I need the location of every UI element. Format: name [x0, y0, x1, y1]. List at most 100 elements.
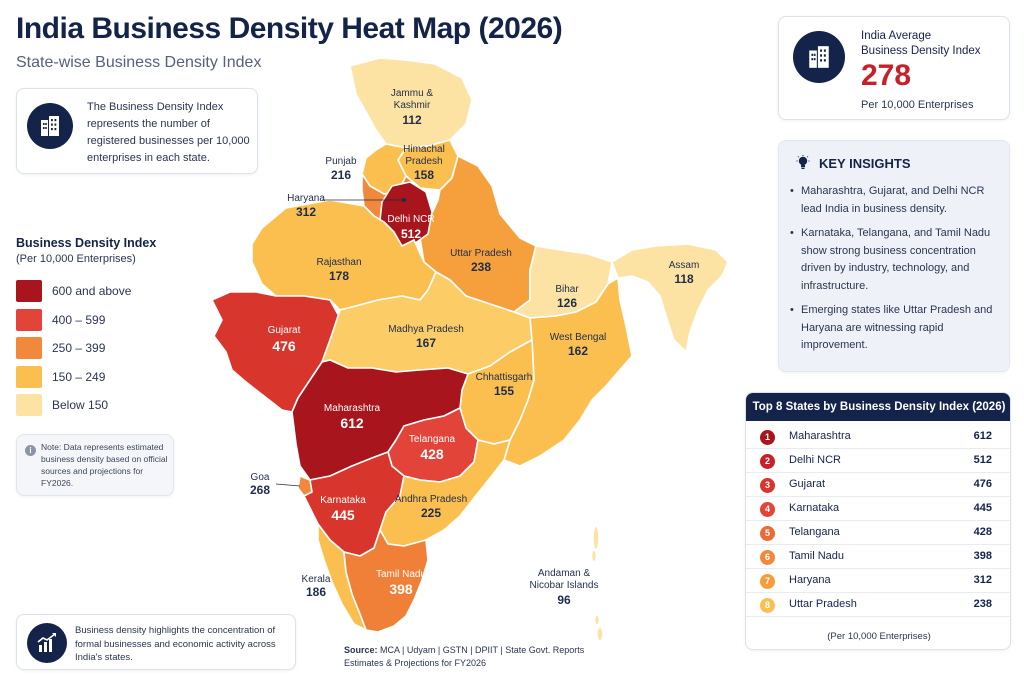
label-tn: Tamil Nadu — [376, 569, 426, 580]
state-assam[interactable] — [611, 243, 729, 353]
table-row[interactable]: 7 Haryana 312 — [746, 569, 1010, 593]
source-label: Source: — [344, 645, 378, 655]
rank-badge: 2 — [760, 454, 775, 469]
label-punjab: Punjab 216 — [325, 156, 357, 182]
legend-swatch — [16, 337, 42, 359]
info-icon: i — [25, 445, 36, 456]
rank-badge: 5 — [760, 526, 775, 541]
insights-title: KEY INSIGHTS — [819, 155, 911, 171]
building-icon — [793, 31, 845, 83]
label-hp-line2: Pradesh — [405, 156, 442, 167]
state-name: Gujarat — [789, 478, 826, 490]
table-row[interactable]: 6 Tamil Nadu 398 — [746, 545, 1010, 569]
insight-item: Maharashtra, Gujarat, and Delhi NCR lead… — [787, 183, 1003, 218]
goa-leader-line — [275, 483, 301, 487]
state-value: 312 — [973, 574, 992, 586]
value-ap: 225 — [421, 506, 441, 520]
state-value: 398 — [973, 550, 992, 562]
legend-swatch — [16, 394, 42, 416]
source-text: MCA | Udyam | GSTN | DPIIT | State Govt.… — [380, 645, 585, 655]
label-cg: Chhattisgarh — [476, 372, 533, 383]
label-karnataka: Karnataka 445 — [320, 495, 366, 523]
value-jk: 112 — [402, 113, 422, 127]
label-maharashtra: Maharashtra 612 — [324, 403, 381, 431]
value-pb: 216 — [331, 168, 351, 182]
label-mh: Maharashtra — [324, 403, 381, 414]
legend-item: 150 – 249 — [16, 365, 105, 388]
building-icon — [27, 103, 73, 149]
state-name: Maharashtra — [789, 430, 851, 442]
table-row[interactable]: 5 Telangana 428 — [746, 521, 1010, 545]
label-jammu-kashmir: Jammu & Kashmir 112 — [391, 88, 434, 127]
label-kerala: Kerala 186 — [302, 574, 331, 599]
state-value: 445 — [973, 502, 992, 514]
label-as: Assam — [669, 260, 700, 271]
value-mp: 167 — [416, 336, 436, 350]
info-text: The Business Density Index represents th… — [87, 101, 250, 164]
legend-label: 600 and above — [52, 284, 132, 298]
state-value: 512 — [973, 454, 992, 466]
top-states-table: Top 8 States by Business Density Index (… — [745, 392, 1011, 650]
average-value: 278 — [861, 59, 912, 92]
legend-item: 250 – 399 — [16, 337, 105, 359]
average-label: India Average Business Density Index — [861, 29, 981, 59]
table-row[interactable]: 3 Gujarat 476 — [746, 473, 1010, 497]
table-row[interactable]: 4 Karnataka 445 — [746, 497, 1010, 521]
state-name: Karnataka — [789, 502, 840, 514]
average-unit: Per 10,000 Enterprises — [861, 99, 974, 111]
value-gj: 476 — [272, 338, 296, 354]
key-insights-card: KEY INSIGHTS Maharashtra, Gujarat, and D… — [778, 140, 1010, 372]
value-an: 96 — [557, 593, 571, 607]
label-himachal-pradesh: Himachal Pradesh 158 — [403, 144, 445, 182]
value-hp: 158 — [414, 168, 434, 182]
label-tg: Telangana — [409, 434, 456, 445]
state-name: Telangana — [789, 526, 840, 538]
label-assam: Assam 118 — [669, 260, 700, 286]
rank-badge: 1 — [760, 430, 775, 445]
label-chhattisgarh: Chhattisgarh 155 — [476, 372, 533, 398]
label-goa: Goa 268 — [250, 472, 270, 497]
table-row[interactable]: 8 Uttar Pradesh 238 — [746, 593, 1010, 617]
table-row[interactable]: 2 Delhi NCR 512 — [746, 449, 1010, 473]
lightbulb-icon — [796, 155, 810, 169]
table-row[interactable]: 1 Maharashtra 612 — [746, 425, 1010, 449]
page-title: India Business Density Heat Map (2026) — [16, 12, 563, 45]
average-card: India Average Business Density Index 278… — [778, 16, 1010, 120]
rank-badge: 7 — [760, 574, 775, 589]
legend-item: 600 and above — [16, 280, 131, 302]
label-hr: Haryana — [287, 193, 325, 204]
label-west-bengal: West Bengal 162 — [550, 332, 607, 358]
legend-label: Below 150 — [52, 398, 109, 412]
label-bihar: Bihar 126 — [555, 284, 579, 310]
value-rj: 178 — [329, 269, 349, 283]
insight-item: Karnataka, Telangana, and Tamil Nadu sho… — [787, 225, 1003, 295]
top-states-title: Top 8 States by Business Density Index (… — [746, 393, 1010, 421]
source-note: Source: MCA | Udyam | GSTN | DPIIT | Sta… — [344, 644, 584, 670]
label-pb: Punjab — [325, 156, 357, 167]
value-as: 118 — [674, 272, 694, 286]
legend-subtitle: (Per 10,000 Enterprises) — [16, 253, 136, 265]
label-an-line2: Nicobar Islands — [530, 580, 599, 591]
state-name: Haryana — [789, 574, 831, 586]
note-text: Note: Data represents estimated business… — [41, 442, 168, 488]
state-name: Uttar Pradesh — [789, 598, 857, 610]
label-an-line1: Andaman & — [538, 568, 591, 579]
average-label-line1: India Average — [861, 30, 932, 42]
label-madhya-pradesh: Madhya Pradesh 167 — [388, 324, 464, 350]
legend-label: 250 – 399 — [52, 341, 106, 355]
label-jk-line1: Jammu & — [391, 88, 434, 99]
state-tamil-nadu[interactable] — [343, 529, 429, 633]
label-uttar-pradesh: Uttar Pradesh 238 — [450, 248, 512, 274]
insight-item: Emerging states like Uttar Pradesh and H… — [787, 302, 1003, 355]
label-ga: Goa — [251, 472, 270, 483]
average-label-line2: Business Density Index — [861, 45, 981, 57]
label-wb: West Bengal — [550, 332, 607, 343]
note-card: i Note: Data represents estimated busine… — [16, 434, 174, 496]
value-tg: 428 — [420, 446, 444, 462]
state-andaman-nicobar[interactable] — [590, 525, 604, 642]
haryana-leader-dot — [402, 198, 406, 202]
value-up: 238 — [471, 260, 491, 274]
value-mh: 612 — [340, 415, 364, 431]
insights-list: Maharashtra, Gujarat, and Delhi NCR lead… — [787, 183, 1003, 362]
state-name: Delhi NCR — [789, 454, 841, 466]
